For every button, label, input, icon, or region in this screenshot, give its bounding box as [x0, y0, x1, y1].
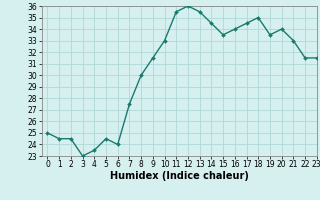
X-axis label: Humidex (Indice chaleur): Humidex (Indice chaleur)	[110, 171, 249, 181]
